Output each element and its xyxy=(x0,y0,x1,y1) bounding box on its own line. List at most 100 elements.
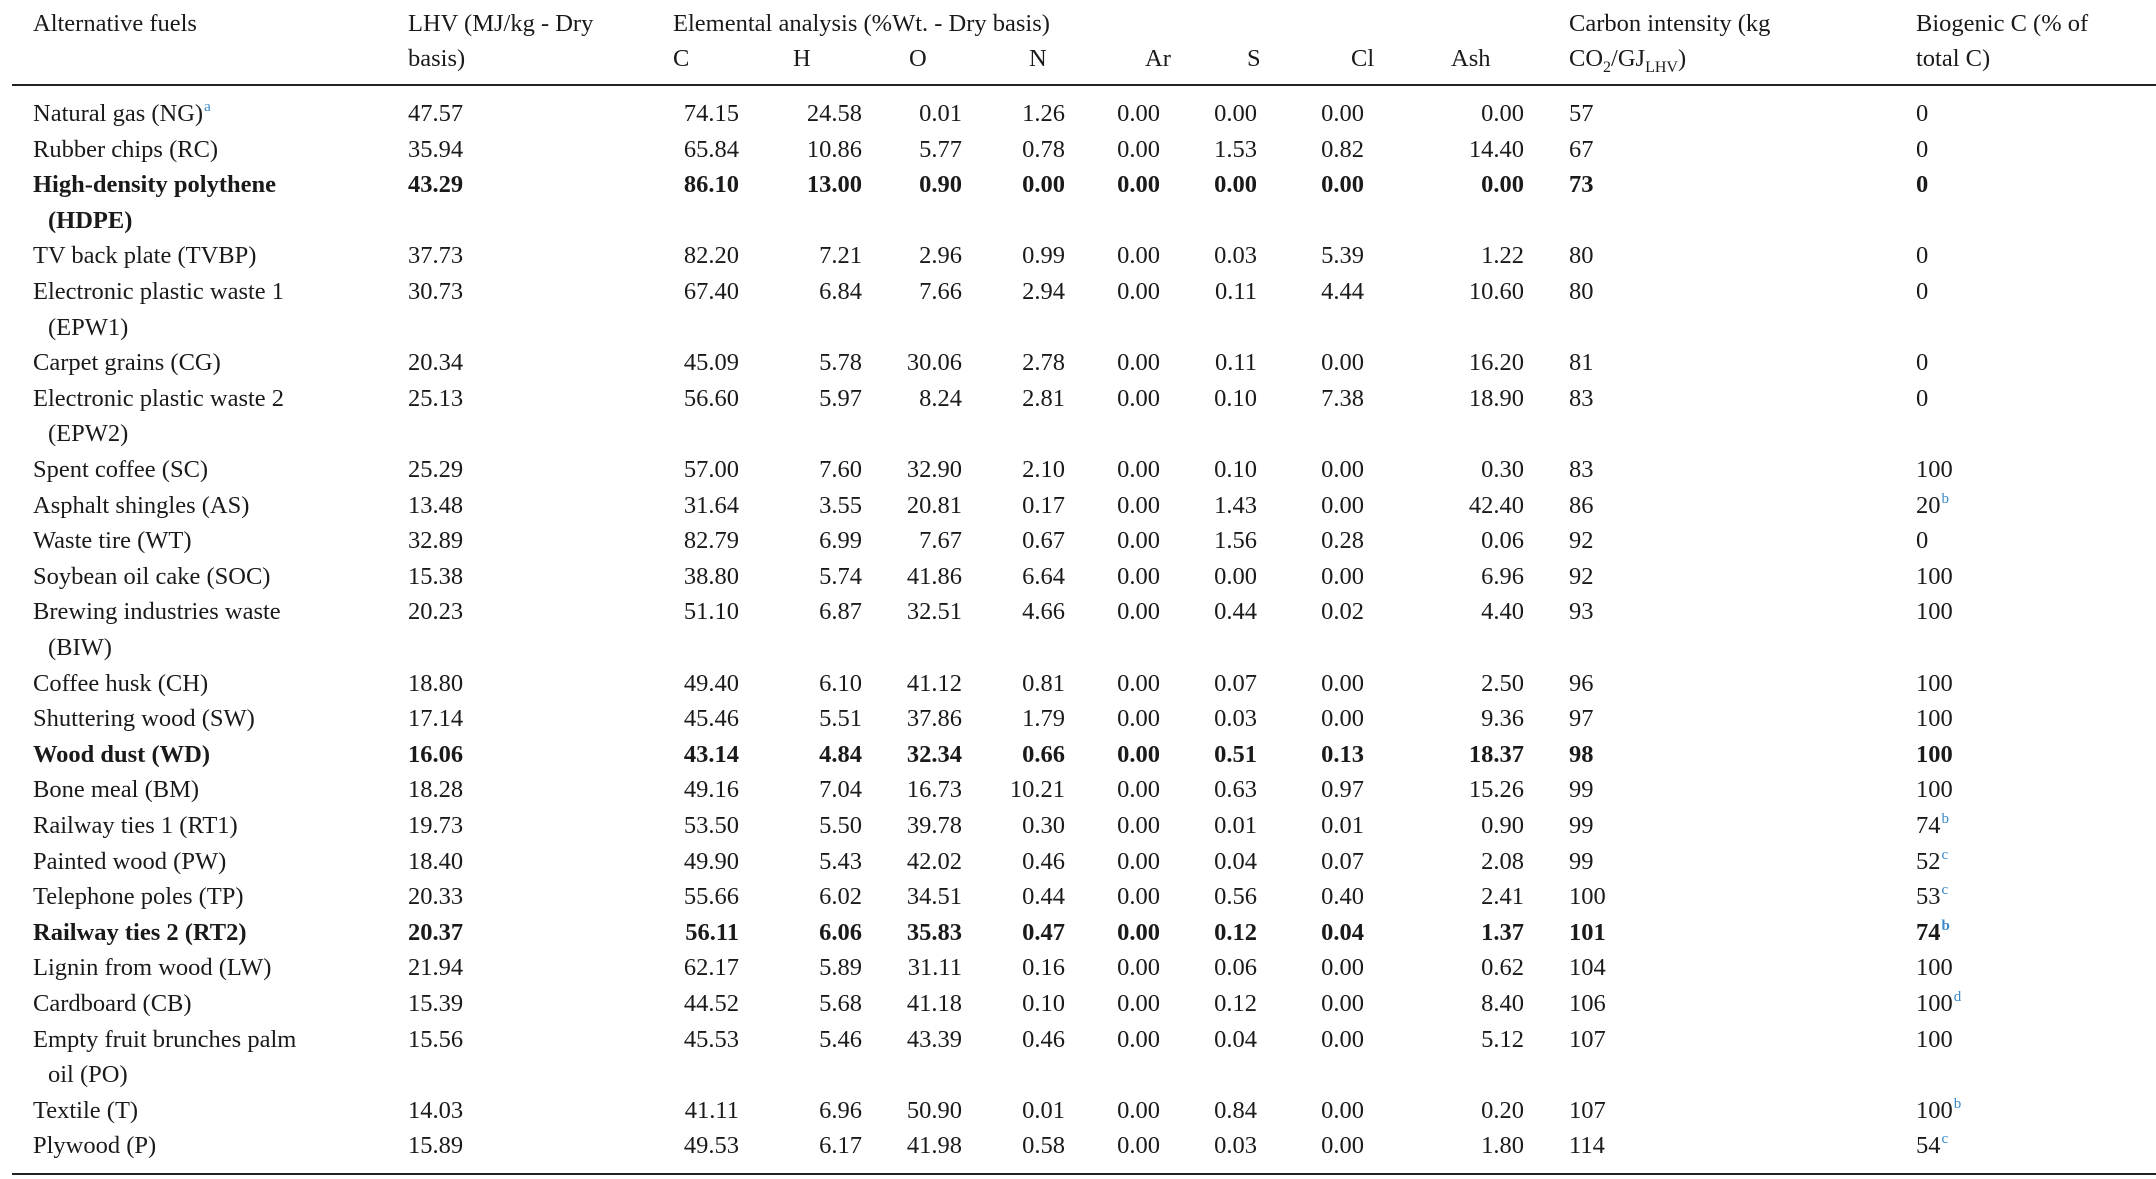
cell-s: 0.03 xyxy=(1214,705,1257,733)
cell-ar: 0.00 xyxy=(1117,100,1160,127)
header-rule xyxy=(12,84,2156,86)
cell-s: 1.53 xyxy=(1214,135,1257,163)
cell-cl: 5.39 xyxy=(1321,242,1364,270)
cell-ar: 0.00 xyxy=(1117,883,1160,911)
cell-ar: 0.00 xyxy=(1117,990,1160,1017)
cell-n: 2.10 xyxy=(1022,456,1065,483)
cell-ar: 0.00 xyxy=(1117,349,1160,377)
cell-h: 5.89 xyxy=(819,954,862,982)
cell-o: 7.66 xyxy=(919,278,962,305)
fuel-name: Plywood (P) xyxy=(33,1132,157,1160)
cell-h: 6.02 xyxy=(819,883,862,911)
cell-s: 0.44 xyxy=(1214,598,1257,626)
biogenic-value: 52c xyxy=(1916,846,1949,875)
cell-ash: 2.50 xyxy=(1481,669,1524,697)
cell-s: 0.84 xyxy=(1214,1096,1257,1124)
biogenic-value: 0 xyxy=(1916,171,1929,199)
cell-c: 57.00 xyxy=(683,456,739,483)
fuel-name: Painted wood (PW) xyxy=(33,847,227,875)
cell-n: 2.94 xyxy=(1022,278,1065,305)
lhv-value: 14.03 xyxy=(408,1096,464,1124)
cell-ash: 9.36 xyxy=(1481,705,1524,733)
carbon-intensity-value: 100 xyxy=(1569,883,1606,911)
cell-c: 44.52 xyxy=(683,990,739,1017)
cell-ar: 0.00 xyxy=(1117,669,1160,697)
cell-h: 5.43 xyxy=(819,847,862,875)
cell-ash: 0.20 xyxy=(1481,1096,1524,1124)
fuel-name: Asphalt shingles (AS) xyxy=(33,491,250,519)
cell-ar: 0.00 xyxy=(1117,242,1160,270)
cell-c: 53.50 xyxy=(683,812,739,839)
cell-cl: 0.01 xyxy=(1321,812,1364,839)
cell-c: 41.11 xyxy=(684,1096,739,1124)
cell-o: 32.34 xyxy=(906,740,962,768)
fuel-name-continuation: (EPW2) xyxy=(48,420,129,448)
lhv-value: 20.34 xyxy=(408,349,464,377)
fuel-name: Carpet grains (CG) xyxy=(33,349,221,377)
cell-o: 8.24 xyxy=(919,384,962,412)
cell-o: 30.06 xyxy=(906,349,962,377)
cell-n: 0.67 xyxy=(1022,527,1065,555)
lhv-value: 25.13 xyxy=(408,384,464,412)
cell-cl: 0.00 xyxy=(1321,1025,1364,1053)
cell-o: 7.67 xyxy=(919,527,962,555)
cell-c: 82.20 xyxy=(683,242,739,270)
cell-ash: 0.62 xyxy=(1481,954,1524,982)
footnote-marker: b xyxy=(1941,811,1950,827)
header-lhv-line2: basis) xyxy=(408,45,466,72)
cell-s: 0.12 xyxy=(1214,990,1257,1017)
fuel-name: TV back plate (TVBP) xyxy=(33,242,257,270)
fuel-name: Electronic plastic waste 2 xyxy=(33,384,285,412)
cell-n: 4.66 xyxy=(1022,598,1065,626)
cell-c: 49.53 xyxy=(683,1132,739,1160)
cell-o: 32.90 xyxy=(906,456,962,483)
cell-cl: 0.40 xyxy=(1321,883,1364,911)
biogenic-value: 0 xyxy=(1916,278,1929,305)
cell-o: 39.78 xyxy=(906,812,962,839)
cell-h: 10.86 xyxy=(806,135,862,163)
header-fuel: Alternative fuels xyxy=(33,10,197,37)
cell-o: 0.01 xyxy=(919,100,962,127)
lhv-value: 43.29 xyxy=(408,171,464,199)
cell-ash: 0.06 xyxy=(1481,527,1524,555)
biogenic-value: 100 xyxy=(1916,669,1953,697)
cell-h: 6.96 xyxy=(819,1096,862,1124)
cell-cl: 0.00 xyxy=(1321,1096,1364,1124)
cell-c: 45.09 xyxy=(683,349,739,377)
lhv-value: 37.73 xyxy=(408,242,464,270)
fuel-name: Empty fruit brunches palm xyxy=(33,1025,297,1053)
cell-h: 13.00 xyxy=(806,171,862,199)
fuel-name: Waste tire (WT) xyxy=(33,527,192,555)
cell-ar: 0.00 xyxy=(1117,740,1160,768)
cell-h: 6.17 xyxy=(819,1132,862,1160)
carbon-intensity-value: 67 xyxy=(1569,135,1594,163)
fuel-name: Rubber chips (RC) xyxy=(33,135,219,163)
carbon-intensity-value: 107 xyxy=(1569,1096,1606,1124)
cell-o: 35.83 xyxy=(906,918,962,946)
cell-cl: 0.00 xyxy=(1321,990,1364,1017)
cell-h: 6.06 xyxy=(819,918,862,946)
biogenic-value: 0 xyxy=(1916,384,1929,412)
cell-ash: 0.30 xyxy=(1481,456,1524,483)
fuel-name: Telephone poles (TP) xyxy=(33,883,244,911)
cell-h: 24.58 xyxy=(806,100,862,127)
footnote-marker: d xyxy=(1953,989,1962,1005)
cell-c: 38.80 xyxy=(683,562,739,590)
header-biogenic-line1: Biogenic C (% of xyxy=(1916,10,2089,37)
cell-cl: 0.00 xyxy=(1321,491,1364,519)
lhv-value: 17.14 xyxy=(408,705,464,733)
cell-ar: 0.00 xyxy=(1117,527,1160,555)
fuel-name: High-density polythene xyxy=(33,171,276,199)
carbon-intensity-value: 99 xyxy=(1569,847,1594,875)
cell-ar: 0.00 xyxy=(1117,456,1160,483)
biogenic-value: 100 xyxy=(1916,456,1953,483)
cell-o: 20.81 xyxy=(906,491,962,519)
cell-ar: 0.00 xyxy=(1117,598,1160,626)
cell-s: 0.56 xyxy=(1214,883,1257,911)
carbon-intensity-value: 99 xyxy=(1569,776,1594,804)
cell-ash: 1.80 xyxy=(1481,1132,1524,1160)
lhv-value: 15.56 xyxy=(408,1025,464,1053)
biogenic-value: 100d xyxy=(1916,989,1962,1018)
cell-cl: 4.44 xyxy=(1321,278,1364,305)
